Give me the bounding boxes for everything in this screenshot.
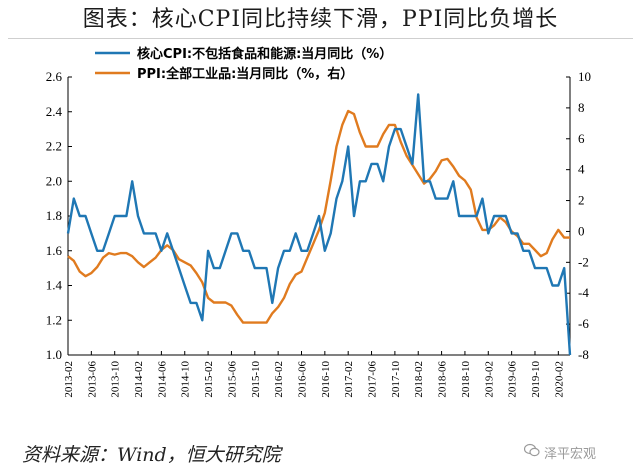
x-tick-label: 2016-06 (296, 361, 308, 398)
x-tick-label: 2015-02 (203, 361, 215, 398)
y-right-tick-label: 6 (578, 131, 585, 146)
x-tick-label: 2015-06 (226, 361, 238, 398)
x-tick-label: 2017-06 (367, 361, 379, 398)
chart-title: 图表：核心CPI同比持续下滑，PPI同比负增长 (82, 7, 559, 32)
y-left-tick-label: 1.6 (46, 243, 63, 258)
x-tick-label: 2020-02 (553, 361, 565, 398)
x-tick-label: 2019-06 (507, 361, 519, 398)
x-tick-label: 2013-06 (86, 361, 98, 398)
x-tick-label: 2017-10 (390, 361, 402, 398)
x-tick-label: 2014-10 (180, 361, 192, 398)
source-note: 资料来源：Wind，恒大研究院 (22, 444, 281, 466)
line-chart: 核心CPI:不包括食品和能源:当月同比（%） PPI:全部工业品:当月同比（%，右… (46, 46, 591, 398)
x-tick-label: 2014-02 (133, 361, 145, 398)
y-right-tick-label: -4 (578, 285, 589, 300)
series-lines (66, 93, 572, 356)
y-right-tick-label: 2 (578, 193, 585, 208)
y-left-tick-label: 1.2 (46, 312, 62, 327)
title-divider (8, 38, 633, 39)
y-right-tick-label: 4 (578, 162, 585, 177)
y-right-tick-label: 8 (578, 100, 585, 115)
x-tick-label: 2017-02 (343, 361, 355, 398)
y-left-tick-label: 2.6 (46, 69, 63, 84)
y-right-tick-label: 0 (578, 223, 585, 238)
legend: 核心CPI:不包括食品和能源:当月同比（%） PPI:全部工业品:当月同比（%，右… (95, 46, 392, 82)
wechat-icon (524, 443, 540, 457)
core-cpi-line (66, 93, 572, 356)
axes: 1.0 1.2 1.4 1.6 1.8 2.0 2.2 2.4 2.6 -8 -6 -4 -2 0 2 4 6 8… (46, 69, 591, 398)
y-left-tick-label: 2.0 (46, 173, 62, 188)
y-right-tick-label: -6 (578, 316, 589, 331)
legend-label: 核心CPI:不包括食品和能源:当月同比（%） (137, 46, 392, 62)
x-tick-label: 2016-10 (320, 361, 332, 398)
y-left-tick-label: 1.8 (46, 208, 62, 223)
x-tick-label: 2013-10 (110, 361, 122, 398)
y-left-tick-label: 1.4 (46, 278, 63, 293)
legend-label: PPI:全部工业品:当月同比（%，右） (137, 66, 353, 82)
x-tick-label: 2013-02 (63, 361, 75, 398)
x-tick-label: 2014-06 (156, 361, 168, 398)
x-tick-label: 2019-10 (530, 361, 542, 398)
y-right-tick-label: -2 (578, 254, 589, 269)
x-tick-label: 2016-02 (273, 361, 285, 398)
y-left-tick-label: 2.2 (46, 139, 62, 154)
y-right-tick-label: -8 (578, 347, 589, 362)
y-left-tick-label: 1.0 (46, 347, 62, 362)
x-tick-label: 2018-10 (460, 361, 472, 398)
x-tick-label: 2019-02 (483, 361, 495, 398)
watermark: 泽平宏观 (544, 447, 597, 462)
ppi-line (67, 109, 570, 324)
x-tick-label: 2018-06 (437, 361, 449, 398)
x-tick-label: 2015-10 (250, 361, 262, 398)
y-right-tick-label: 10 (578, 69, 591, 84)
x-tick-label: 2018-02 (413, 361, 425, 398)
y-left-tick-label: 2.4 (46, 104, 63, 119)
